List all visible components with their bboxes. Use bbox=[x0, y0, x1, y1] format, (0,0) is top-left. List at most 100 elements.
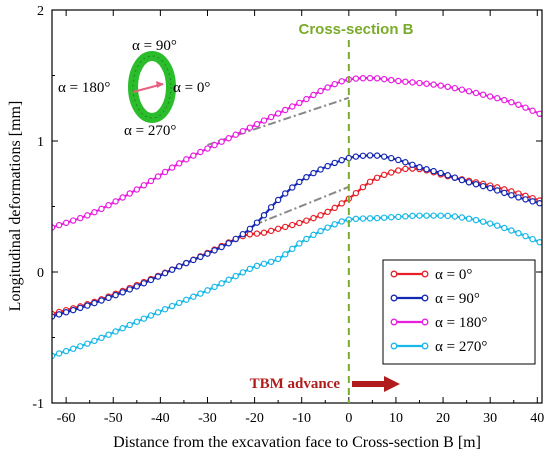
legend-entry: α = 180° bbox=[390, 315, 487, 331]
data-point bbox=[282, 251, 289, 258]
data-point bbox=[105, 294, 112, 302]
data-point bbox=[161, 306, 169, 313]
data-point bbox=[352, 189, 360, 197]
data-point bbox=[225, 276, 232, 283]
data-point bbox=[119, 194, 126, 201]
data-point bbox=[416, 79, 423, 87]
data-point bbox=[331, 221, 338, 228]
data-point bbox=[246, 225, 254, 233]
data-point bbox=[472, 181, 480, 188]
data-point bbox=[508, 192, 515, 199]
data-point bbox=[289, 103, 296, 110]
data-point bbox=[133, 318, 141, 325]
data-point bbox=[402, 159, 409, 166]
y-tick-label: 1 bbox=[37, 135, 44, 150]
data-point bbox=[366, 178, 374, 185]
data-point bbox=[303, 217, 310, 224]
data-point bbox=[359, 74, 367, 82]
data-point bbox=[388, 76, 395, 84]
data-point bbox=[479, 218, 487, 225]
y-tick-label: 0 bbox=[37, 266, 44, 281]
data-point bbox=[465, 215, 473, 222]
data-point bbox=[282, 223, 289, 231]
data-point bbox=[267, 258, 275, 266]
x-tick-label: -30 bbox=[198, 411, 217, 426]
data-point bbox=[62, 309, 70, 316]
data-point bbox=[529, 107, 536, 114]
data-point bbox=[232, 235, 239, 243]
data-point bbox=[494, 187, 501, 194]
data-point bbox=[324, 224, 331, 231]
data-point bbox=[458, 86, 466, 93]
data-point bbox=[296, 99, 303, 107]
data-point bbox=[274, 110, 282, 117]
data-point bbox=[267, 227, 275, 235]
legend-entry: α = 0° bbox=[390, 267, 472, 283]
data-point bbox=[366, 152, 374, 159]
data-point bbox=[282, 190, 289, 197]
data-point bbox=[338, 78, 345, 85]
series-2 bbox=[52, 74, 542, 231]
data-point bbox=[388, 169, 395, 176]
data-point bbox=[246, 231, 254, 238]
data-point bbox=[423, 212, 430, 219]
data-point bbox=[338, 218, 345, 225]
data-point bbox=[479, 91, 487, 98]
data-point bbox=[154, 173, 162, 180]
data-point bbox=[126, 190, 133, 197]
data-point bbox=[112, 198, 119, 205]
data-point bbox=[444, 212, 451, 220]
data-point bbox=[494, 222, 501, 229]
data-point bbox=[536, 238, 542, 246]
data-point bbox=[317, 212, 324, 219]
data-point bbox=[366, 74, 374, 82]
data-point bbox=[472, 89, 480, 97]
data-point bbox=[154, 273, 162, 280]
data-point bbox=[260, 117, 268, 124]
legend-marker-2b bbox=[421, 318, 429, 326]
data-point bbox=[380, 171, 388, 179]
data-point bbox=[296, 178, 303, 186]
data-point bbox=[77, 304, 84, 312]
data-point bbox=[479, 182, 487, 190]
data-point bbox=[522, 196, 529, 203]
data-point bbox=[176, 263, 183, 270]
data-point bbox=[352, 153, 360, 160]
legend-entry: α = 90° bbox=[390, 291, 480, 307]
data-point bbox=[197, 290, 204, 297]
series-1 bbox=[52, 152, 542, 320]
data-point bbox=[147, 312, 155, 319]
data-point bbox=[55, 350, 63, 357]
legend-label-3: α = 270° bbox=[435, 339, 487, 355]
data-point bbox=[119, 325, 126, 332]
data-point bbox=[218, 280, 225, 287]
data-point bbox=[267, 113, 275, 121]
data-point bbox=[147, 177, 155, 185]
data-point bbox=[458, 176, 466, 184]
data-point bbox=[197, 253, 204, 261]
data-point bbox=[253, 262, 261, 270]
data-point bbox=[409, 161, 416, 169]
data-point bbox=[218, 243, 225, 251]
data-point bbox=[161, 269, 169, 277]
data-point bbox=[190, 152, 197, 159]
ring-label-270: α = 270° bbox=[124, 123, 176, 139]
legend-label-0: α = 0° bbox=[435, 267, 472, 283]
data-point bbox=[529, 235, 536, 243]
legend-marker-3b bbox=[421, 342, 429, 350]
data-point bbox=[331, 204, 338, 212]
x-tick-label: 20 bbox=[436, 411, 450, 426]
series-3 bbox=[52, 212, 542, 360]
data-point bbox=[77, 214, 84, 222]
data-layer bbox=[52, 74, 542, 360]
data-point bbox=[501, 96, 508, 104]
data-point bbox=[260, 260, 268, 267]
x-axis-title: Distance from the excavation face to Cro… bbox=[113, 434, 481, 451]
data-point bbox=[282, 106, 289, 114]
data-point bbox=[140, 315, 148, 322]
legend-marker-3 bbox=[390, 342, 398, 350]
ring-label-0: α = 0° bbox=[173, 80, 210, 96]
data-point bbox=[260, 229, 268, 236]
